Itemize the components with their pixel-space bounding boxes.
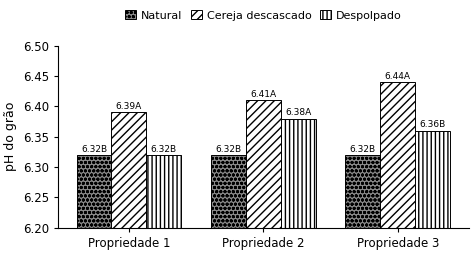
- Text: 6.32B: 6.32B: [81, 145, 107, 154]
- Text: 6.39A: 6.39A: [116, 102, 142, 111]
- Y-axis label: pH do grão: pH do grão: [4, 102, 17, 171]
- Text: 6.38A: 6.38A: [285, 108, 311, 117]
- Text: 6.32B: 6.32B: [151, 145, 177, 154]
- Bar: [345, 155, 380, 228]
- Bar: [380, 82, 415, 228]
- Bar: [246, 100, 281, 228]
- Bar: [77, 155, 112, 228]
- Legend: Natural, Cereja descascado, Despolpado: Natural, Cereja descascado, Despolpado: [121, 6, 406, 25]
- Text: 6.44A: 6.44A: [385, 72, 411, 81]
- Bar: [281, 119, 316, 228]
- Text: 6.32B: 6.32B: [350, 145, 376, 154]
- Text: 6.32B: 6.32B: [215, 145, 242, 154]
- Bar: [147, 155, 181, 228]
- Bar: [211, 155, 246, 228]
- Text: 6.41A: 6.41A: [250, 90, 276, 99]
- Bar: [415, 131, 450, 228]
- Bar: [112, 113, 147, 228]
- Text: 6.36B: 6.36B: [420, 120, 446, 130]
